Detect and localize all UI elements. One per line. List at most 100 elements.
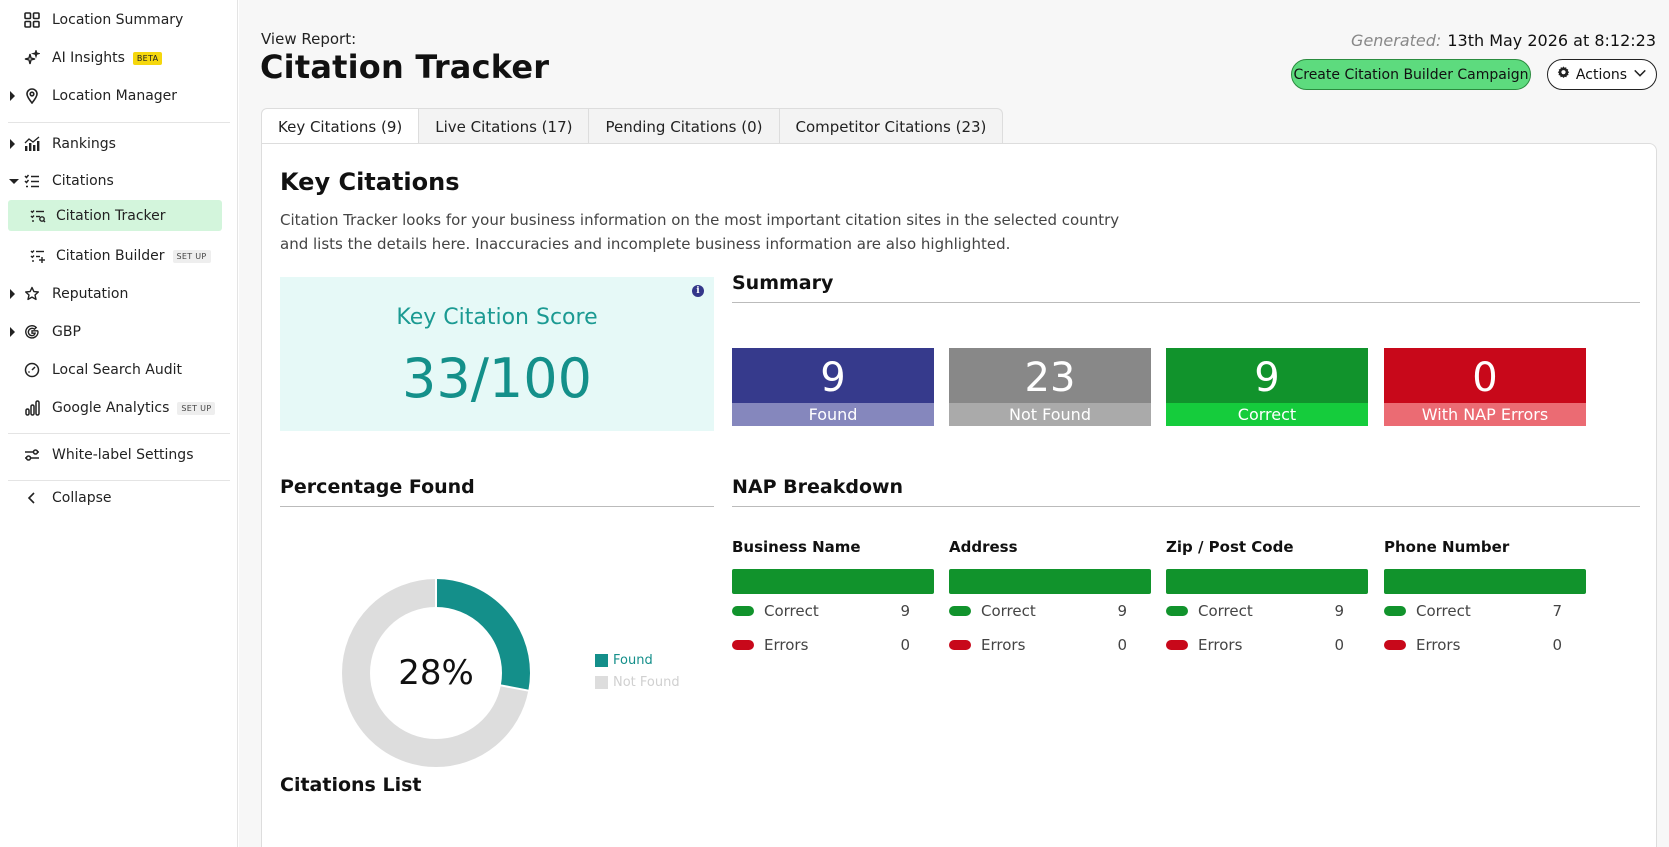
errors-count: 0 <box>1334 636 1344 654</box>
nap-correct-row: Correct 9 <box>949 594 1151 628</box>
legend-item-found[interactable]: Found <box>595 649 680 671</box>
sidebar: Location Summary AI Insights BETA Locatio… <box>0 0 238 847</box>
donut-chart <box>342 578 530 767</box>
tab-competitor-citations[interactable]: Competitor Citations (23) <box>779 108 1004 144</box>
summary-value: 0 <box>1384 348 1586 403</box>
nav-local-search-audit[interactable]: Local Search Audit <box>0 353 238 387</box>
actions-button[interactable]: Actions <box>1547 59 1657 90</box>
legend-swatch <box>595 675 608 689</box>
nap-progress-bar <box>1384 569 1586 594</box>
correct-pill-icon <box>1384 606 1406 616</box>
caret-right-icon[interactable] <box>10 91 15 101</box>
summary-title: Summary <box>732 272 834 294</box>
summary-label: Found <box>732 403 934 426</box>
page-title: Citation Tracker <box>260 48 550 86</box>
nav-ai-insights[interactable]: AI Insights BETA <box>0 41 238 75</box>
nap-progress-bar <box>1166 569 1368 594</box>
nap-progress-bar <box>732 569 934 594</box>
sliders-icon <box>22 445 42 465</box>
nav-label: Citations <box>52 173 114 189</box>
tab-live-citations[interactable]: Live Citations (17) <box>419 108 590 144</box>
summary-card-not-found[interactable]: 23 Not Found <box>949 348 1151 426</box>
setup-badge: SET UP <box>177 401 216 415</box>
nap-correct-row: Correct 7 <box>1384 594 1586 628</box>
nav-citation-builder[interactable]: Citation Builder SET UP <box>0 239 238 273</box>
error-pill-icon <box>949 640 971 650</box>
map-pin-icon <box>22 86 42 106</box>
nav-reputation[interactable]: Reputation <box>0 277 238 311</box>
nap-divider <box>732 506 1640 507</box>
nap-errors-row: Errors 0 <box>732 628 934 662</box>
main-content: View Report: Citation Tracker Generated:… <box>239 0 1669 847</box>
audit-gauge-icon <box>22 360 42 380</box>
nav-label: Collapse <box>52 490 112 506</box>
error-pill-icon <box>1384 640 1406 650</box>
summary-label: Not Found <box>949 403 1151 426</box>
error-pill-icon <box>732 640 754 650</box>
nav-location-manager[interactable]: Location Manager <box>0 79 238 113</box>
citation-tracker-icon <box>28 206 48 226</box>
correct-count: 9 <box>1117 602 1127 620</box>
caret-right-icon[interactable] <box>10 139 15 149</box>
caret-right-icon[interactable] <box>10 289 15 299</box>
nav-label: Location Manager <box>52 88 178 104</box>
correct-label: Correct <box>1198 602 1253 620</box>
nav-citation-tracker[interactable]: Citation Tracker <box>8 200 222 231</box>
generated-value: 13th May 2026 at 8:12:23 <box>1447 31 1656 50</box>
sidebar-divider <box>8 433 230 434</box>
legend-item-not-found[interactable]: Not Found <box>595 671 680 693</box>
summary-value: 9 <box>1166 348 1368 403</box>
create-citation-builder-campaign-button[interactable]: Create Citation Builder Campaign <box>1291 59 1531 90</box>
tab-pending-citations[interactable]: Pending Citations (0) <box>589 108 780 144</box>
view-report-label: View Report: <box>261 30 357 48</box>
sidebar-divider <box>8 480 230 481</box>
nav-google-analytics[interactable]: Google Analytics SET UP <box>0 391 238 425</box>
nav-gbp[interactable]: GBP <box>0 315 238 349</box>
correct-label: Correct <box>764 602 819 620</box>
nav-label: Citation Builder <box>56 248 165 264</box>
sidebar-divider <box>8 122 230 123</box>
summary-card-correct[interactable]: 9 Correct <box>1166 348 1368 426</box>
chart-legend: Found Not Found <box>595 649 680 693</box>
donut-center-label: 28% <box>398 653 474 693</box>
correct-pill-icon <box>949 606 971 616</box>
checklist-icon <box>22 171 42 191</box>
nav-label: Local Search Audit <box>52 362 182 378</box>
nap-zip-post-code: Zip / Post Code Correct 9 Errors 0 <box>1166 538 1368 662</box>
errors-label: Errors <box>764 636 809 654</box>
gear-icon <box>1557 66 1570 83</box>
nav-location-summary[interactable]: Location Summary <box>0 3 238 37</box>
nap-errors-row: Errors 0 <box>1384 628 1586 662</box>
caret-down-icon[interactable] <box>9 178 19 184</box>
tab-key-citations[interactable]: Key Citations (9) <box>261 108 420 144</box>
summary-divider <box>732 302 1640 303</box>
slice-separator <box>499 684 530 692</box>
nav-label: Rankings <box>52 136 116 152</box>
nav-label: AI Insights <box>52 50 125 66</box>
errors-label: Errors <box>1198 636 1243 654</box>
errors-count: 0 <box>1117 636 1127 654</box>
nav-rankings[interactable]: Rankings <box>0 127 238 161</box>
correct-count: 9 <box>900 602 910 620</box>
summary-card-nap-errors[interactable]: 0 With NAP Errors <box>1384 348 1586 426</box>
actions-label: Actions <box>1575 66 1628 83</box>
nav-label: GBP <box>52 324 81 340</box>
correct-pill-icon <box>732 606 754 616</box>
summary-value: 23 <box>949 348 1151 403</box>
correct-count: 7 <box>1552 602 1562 620</box>
percentage-found-title: Percentage Found <box>280 476 475 498</box>
chevron-left-icon <box>22 488 42 508</box>
nap-column-title: Business Name <box>732 538 861 556</box>
nap-errors-row: Errors 0 <box>949 628 1151 662</box>
nav-collapse[interactable]: Collapse <box>0 481 238 515</box>
sparkle-icon <box>22 48 42 68</box>
nav-citations[interactable]: Citations <box>0 164 238 198</box>
summary-label: With NAP Errors <box>1384 403 1586 426</box>
nav-white-label-settings[interactable]: White-label Settings <box>0 438 238 472</box>
grid-icon <box>22 10 42 30</box>
info-icon[interactable]: i <box>692 285 704 297</box>
nav-label: Reputation <box>52 286 129 302</box>
summary-card-found[interactable]: 9 Found <box>732 348 934 426</box>
caret-right-icon[interactable] <box>10 327 15 337</box>
panel-title: Key Citations <box>280 168 460 196</box>
